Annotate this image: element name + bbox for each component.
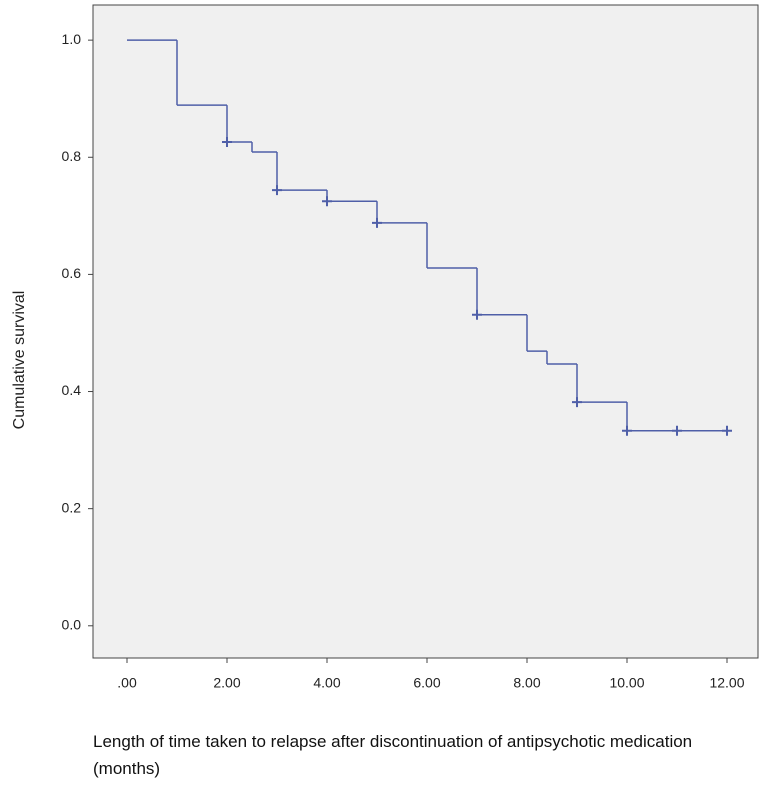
x-tick-label: 4.00 xyxy=(313,675,340,691)
censor-mark xyxy=(472,309,482,320)
x-tick-label: 2.00 xyxy=(213,675,240,691)
censor-mark xyxy=(722,425,732,436)
x-tick-label: 6.00 xyxy=(413,675,440,691)
censor-mark xyxy=(322,196,332,207)
censor-mark xyxy=(222,137,232,148)
chart: Cumulative survival 0.0 0.2 0.4 0.6 0.8 1.0 .0… xyxy=(11,4,759,691)
x-tick-label: 8.00 xyxy=(513,675,540,691)
y-tick-label: 1.0 xyxy=(62,31,82,47)
x-tick-label: 12.00 xyxy=(709,675,744,691)
y-axis-label: Cumulative survival xyxy=(11,291,28,430)
x-axis-label: Length of time taken to relapse after di… xyxy=(93,732,693,778)
y-tick-label: 0.2 xyxy=(62,499,82,515)
plot-area xyxy=(92,4,759,659)
x-tick-label: 10.00 xyxy=(609,675,644,691)
y-tick-label: 0.8 xyxy=(62,148,82,164)
censor-mark xyxy=(672,425,682,436)
censor-mark xyxy=(372,217,382,228)
censor-mark xyxy=(622,425,632,436)
y-tick-label: 0.6 xyxy=(62,265,82,281)
censor-mark xyxy=(272,185,282,196)
y-tick-label: 0.0 xyxy=(62,616,82,632)
x-tick-label: .00 xyxy=(117,675,137,691)
censor-mark xyxy=(572,397,582,408)
y-tick-label: 0.4 xyxy=(62,382,82,398)
